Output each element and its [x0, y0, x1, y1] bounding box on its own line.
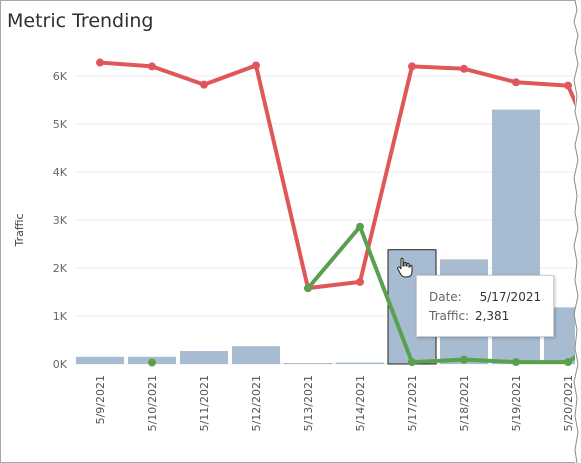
x-tick-label: 5/14/2021: [354, 375, 367, 431]
y-axis: 0K 1K 2K 3K 4K 5K 6K: [53, 70, 68, 371]
green-line-point[interactable]: [460, 355, 468, 364]
y-tick-label: 4K: [53, 166, 68, 179]
green-line-point[interactable]: [148, 358, 156, 367]
green-line-point[interactable]: [512, 358, 520, 367]
green-line-point[interactable]: [564, 358, 572, 367]
chart-title: Metric Trending: [7, 10, 154, 32]
tooltip-traffic-value: 2,381: [474, 309, 510, 323]
x-tick-label: 5/11/2021: [198, 375, 211, 431]
x-tick-label: 5/19/2021: [510, 375, 523, 431]
bar[interactable]: [232, 346, 280, 364]
x-tick-label: 5/18/2021: [458, 375, 471, 431]
red-line-point[interactable]: [460, 64, 468, 73]
red-line-point[interactable]: [356, 277, 364, 286]
tooltip-date-label: Date:: [429, 290, 462, 304]
bar[interactable]: [180, 351, 228, 364]
bar[interactable]: [284, 363, 332, 364]
y-tick-label: 6K: [53, 70, 68, 83]
y-tick-label: 0K: [53, 358, 68, 371]
data-tooltip: Date: 5/17/2021 Traffic: 2,381: [416, 275, 554, 337]
tooltip-date-value: 5/17/2021: [479, 290, 542, 304]
tooltip-traffic-label: Traffic:: [429, 309, 470, 323]
red-line-point[interactable]: [96, 58, 104, 67]
red-line-point[interactable]: [408, 62, 416, 71]
red-line-point[interactable]: [148, 62, 156, 71]
bar[interactable]: [336, 362, 384, 364]
x-tick-label: 5/20/2021: [562, 375, 575, 431]
y-tick-label: 1K: [53, 310, 68, 323]
x-axis: 5/9/2021 5/10/2021 5/11/2021 5/12/2021 5/13/…: [94, 375, 575, 431]
y-tick-label: 5K: [53, 118, 68, 131]
torn-edge: [573, 0, 580, 463]
x-tick-label: 5/9/2021: [94, 375, 107, 424]
green-line-point[interactable]: [304, 284, 312, 293]
bar[interactable]: [76, 356, 124, 364]
green-line-point[interactable]: [408, 358, 416, 367]
line-series: [96, 58, 575, 367]
y-axis-label: Traffic: [13, 213, 26, 247]
red-line-point[interactable]: [564, 81, 572, 90]
x-tick-label: 5/13/2021: [302, 375, 315, 431]
red-line-point[interactable]: [252, 61, 260, 70]
y-tick-label: 2K: [53, 262, 68, 275]
x-tick-label: 5/10/2021: [146, 375, 159, 431]
x-tick-label: 5/17/2021: [406, 375, 419, 431]
x-tick-label: 5/12/2021: [250, 375, 263, 431]
y-tick-label: 3K: [53, 214, 68, 227]
red-line-point[interactable]: [512, 78, 520, 87]
green-line-point[interactable]: [356, 222, 364, 231]
pointer-cursor-icon: [397, 257, 413, 278]
red-line-point[interactable]: [200, 80, 208, 89]
